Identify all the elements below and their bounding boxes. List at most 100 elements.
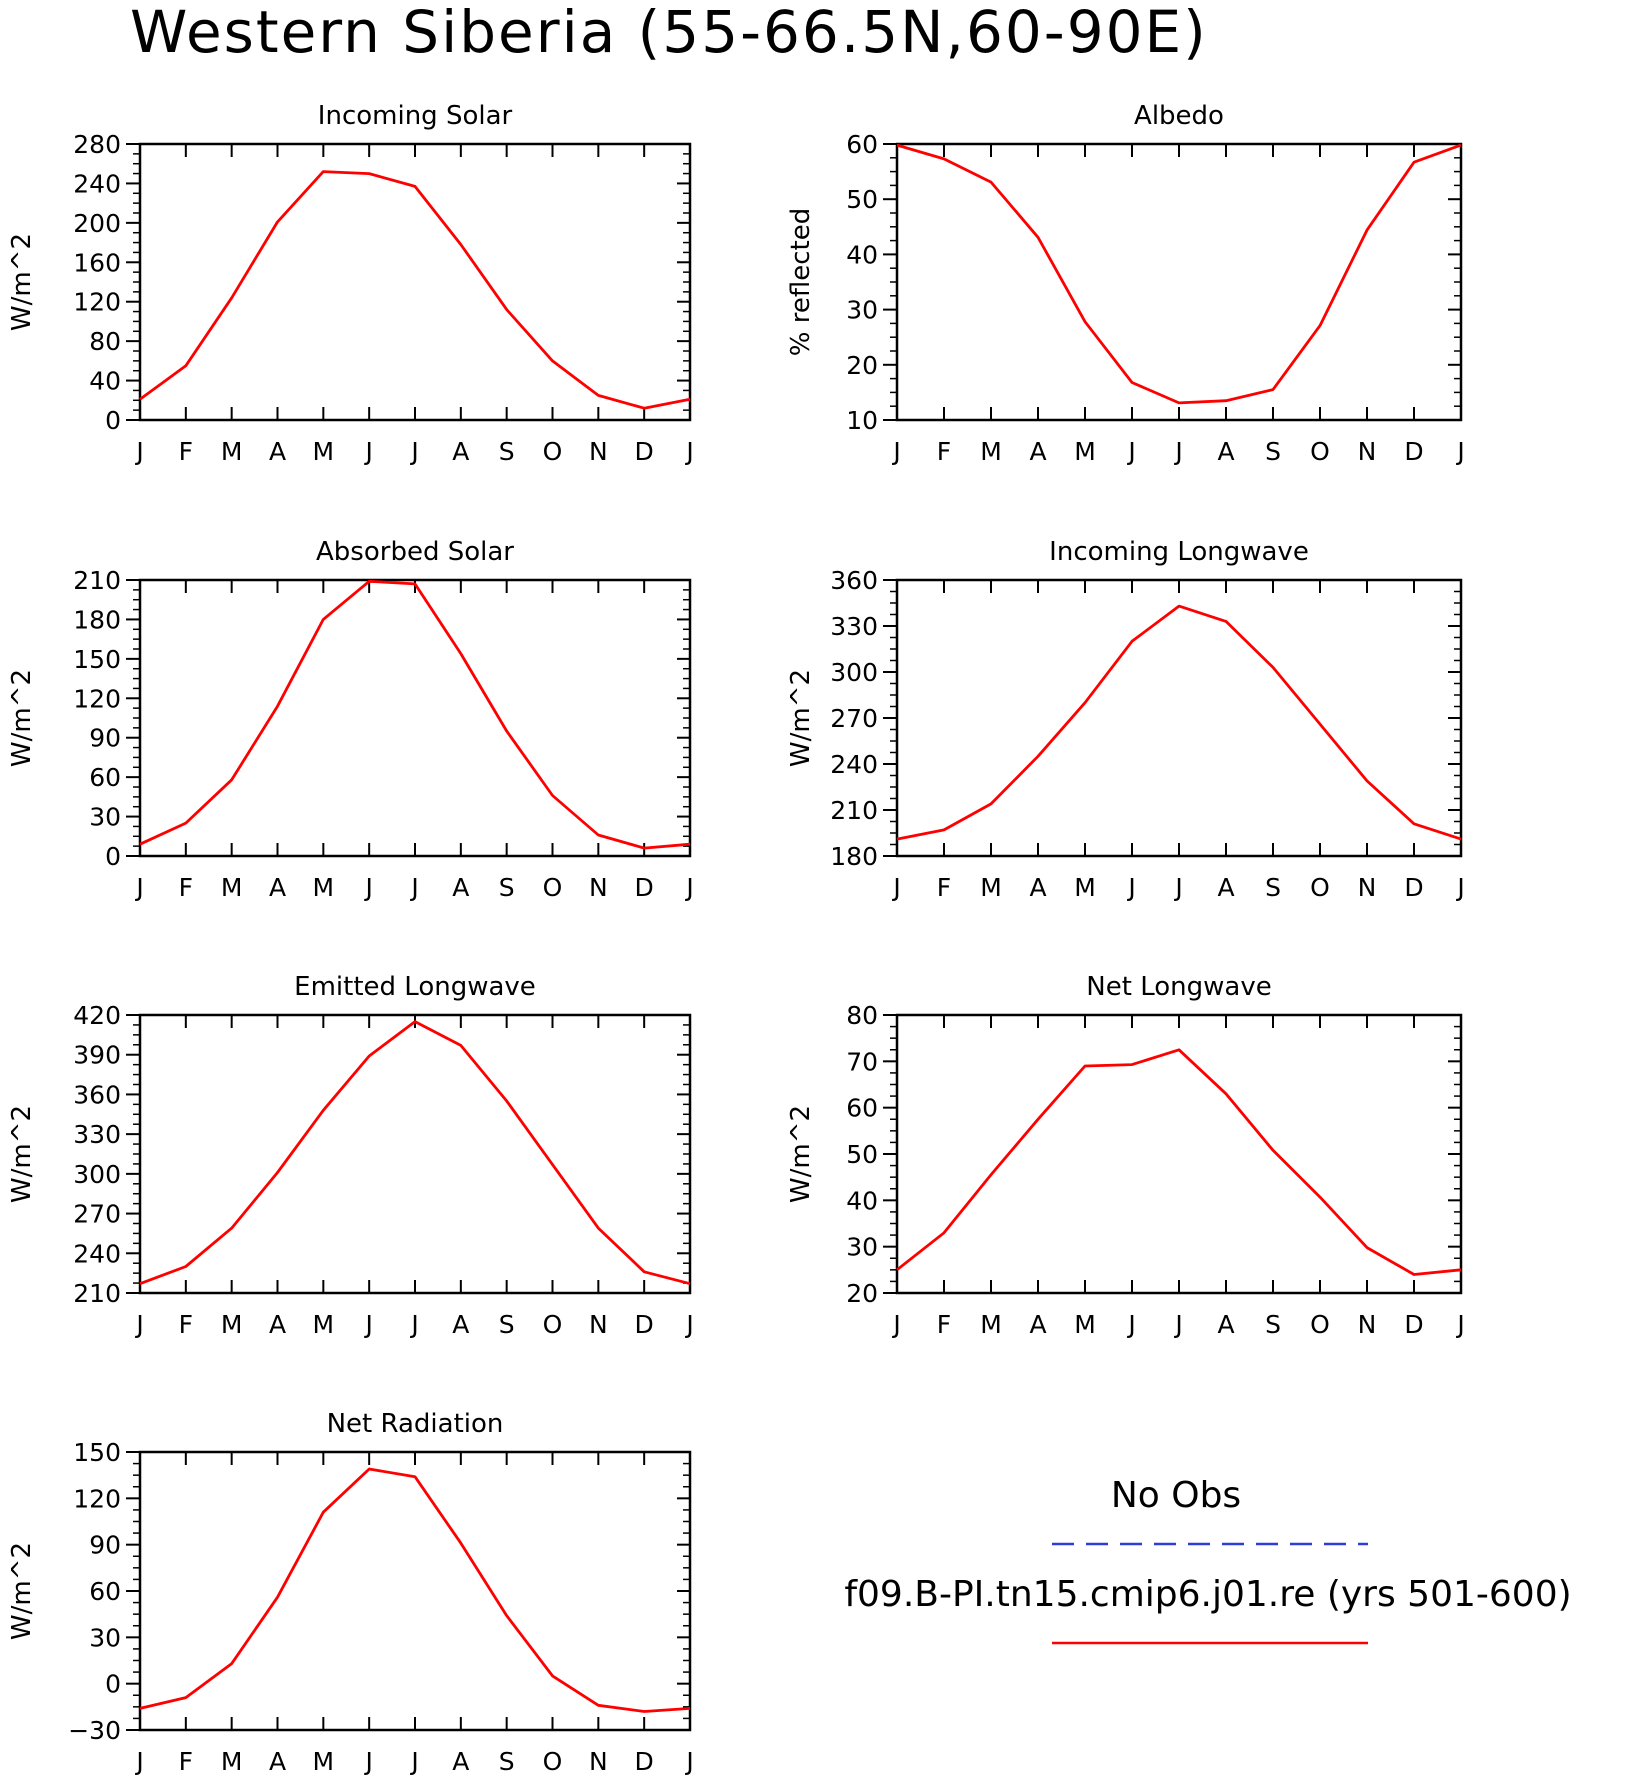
chart-title: Albedo xyxy=(1134,101,1224,131)
x-tick-label: F xyxy=(937,437,951,466)
x-tick-label: D xyxy=(635,873,654,902)
y-tick-label: 30 xyxy=(846,296,878,325)
x-tick-label: M xyxy=(980,873,1002,902)
chart-emitted-longwave: J F M A M J J A S O N D J210240270300330360390420Emi… xyxy=(7,972,694,1339)
y-tick-label: 50 xyxy=(846,1140,878,1169)
chart-incoming-solar: J F M A M J J A S O N D J04080120160200240280Incomin… xyxy=(7,101,694,466)
y-tick-label: 60 xyxy=(846,1094,878,1123)
x-tick-label: N xyxy=(589,1747,608,1776)
y-tick-label: 70 xyxy=(846,1047,878,1076)
plot-frame xyxy=(138,1013,692,1295)
x-tick-label: S xyxy=(499,437,515,466)
x-tick-label: A xyxy=(1217,437,1234,466)
x-tick-label: J xyxy=(891,873,900,902)
x-tick-label: J xyxy=(409,1310,418,1339)
x-tick-label: J xyxy=(1126,873,1135,902)
x-tick-label: J xyxy=(1455,437,1464,466)
x-tick-label: J xyxy=(1173,1310,1182,1339)
y-tick-label: 20 xyxy=(846,1279,878,1308)
x-tick-label: J xyxy=(409,437,418,466)
x-tick-label: J xyxy=(409,873,418,902)
x-tick-label: S xyxy=(1265,1310,1281,1339)
y-tick-label: 80 xyxy=(846,1001,878,1030)
y-axis-label: W/m^2 xyxy=(786,1105,816,1203)
chart-title: Net Radiation xyxy=(327,1409,504,1439)
plot-frame xyxy=(138,578,692,858)
x-tick-label: M xyxy=(1074,1310,1096,1339)
y-tick-label: 270 xyxy=(73,1200,121,1229)
y-tick-label: 240 xyxy=(73,1239,121,1268)
x-tick-label: N xyxy=(589,1310,608,1339)
x-tick-label: S xyxy=(499,873,515,902)
x-tick-label: J xyxy=(891,437,900,466)
y-tick-label: 300 xyxy=(830,658,878,687)
x-tick-label: O xyxy=(543,437,563,466)
x-tick-label: J xyxy=(363,873,372,902)
x-tick-label: J xyxy=(891,1310,900,1339)
x-tick-label: S xyxy=(499,1310,515,1339)
x-tick-label: J xyxy=(134,1747,143,1776)
y-tick-label: 0 xyxy=(105,406,121,435)
x-tick-label: J xyxy=(684,1747,693,1776)
x-tick-label: M xyxy=(221,873,243,902)
x-tick-label: A xyxy=(269,1310,286,1339)
y-tick-label: 10 xyxy=(846,406,878,435)
x-tick-label: A xyxy=(1217,1310,1234,1339)
y-tick-label: 330 xyxy=(830,612,878,641)
y-tick-label: 330 xyxy=(73,1120,121,1149)
plot-frame xyxy=(138,1450,692,1732)
y-axis-label: W/m^2 xyxy=(786,669,816,767)
x-tick-label: A xyxy=(269,437,286,466)
chart-absorbed-solar: J F M A M J J A S O N D J0306090120150180210Absorbed… xyxy=(7,537,694,902)
x-tick-label: N xyxy=(1358,437,1377,466)
y-tick-label: 90 xyxy=(89,724,121,753)
x-tick-label: O xyxy=(1310,1310,1330,1339)
x-tick-label: O xyxy=(1310,437,1330,466)
y-tick-label: 80 xyxy=(89,327,121,356)
x-tick-label: M xyxy=(313,1310,335,1339)
x-tick-label: O xyxy=(543,873,563,902)
x-tick-label: N xyxy=(589,437,608,466)
x-tick-label: M xyxy=(1074,437,1096,466)
y-axis-label: W/m^2 xyxy=(7,669,37,767)
x-tick-label: A xyxy=(1029,1310,1046,1339)
x-tick-label: A xyxy=(452,873,469,902)
x-tick-label: M xyxy=(313,873,335,902)
y-tick-label: 360 xyxy=(73,1080,121,1109)
y-tick-label: 210 xyxy=(830,796,878,825)
x-tick-label: A xyxy=(452,437,469,466)
x-tick-label: O xyxy=(543,1747,563,1776)
y-tick-label: 160 xyxy=(73,248,121,277)
x-tick-label: J xyxy=(1455,873,1464,902)
y-tick-label: 150 xyxy=(73,1438,121,1467)
series-line-model xyxy=(896,604,1462,841)
x-tick-label: M xyxy=(980,1310,1002,1339)
plot-frame xyxy=(895,578,1463,858)
x-tick-label: F xyxy=(179,1310,193,1339)
y-tick-label: 280 xyxy=(73,130,121,159)
y-tick-label: 120 xyxy=(73,684,121,713)
x-tick-label: D xyxy=(635,437,654,466)
x-tick-label: A xyxy=(1029,873,1046,902)
x-tick-label: J xyxy=(1126,437,1135,466)
y-tick-label: 210 xyxy=(73,566,121,595)
x-tick-label: N xyxy=(589,873,608,902)
chart-title: Net Longwave xyxy=(1086,972,1271,1002)
plot-frame xyxy=(895,142,1463,422)
y-tick-label: 90 xyxy=(89,1531,121,1560)
y-tick-label: 60 xyxy=(89,1577,121,1606)
x-tick-label: O xyxy=(1310,873,1330,902)
y-tick-label: 30 xyxy=(89,1623,121,1652)
x-tick-label: O xyxy=(543,1310,563,1339)
x-tick-label: F xyxy=(937,873,951,902)
y-tick-label: 270 xyxy=(830,704,878,733)
y-tick-label: 60 xyxy=(89,763,121,792)
plot-frame xyxy=(895,1013,1463,1295)
x-tick-label: D xyxy=(635,1747,654,1776)
x-tick-label: S xyxy=(1265,873,1281,902)
x-tick-label: J xyxy=(1173,873,1182,902)
y-tick-label: 40 xyxy=(846,1186,878,1215)
